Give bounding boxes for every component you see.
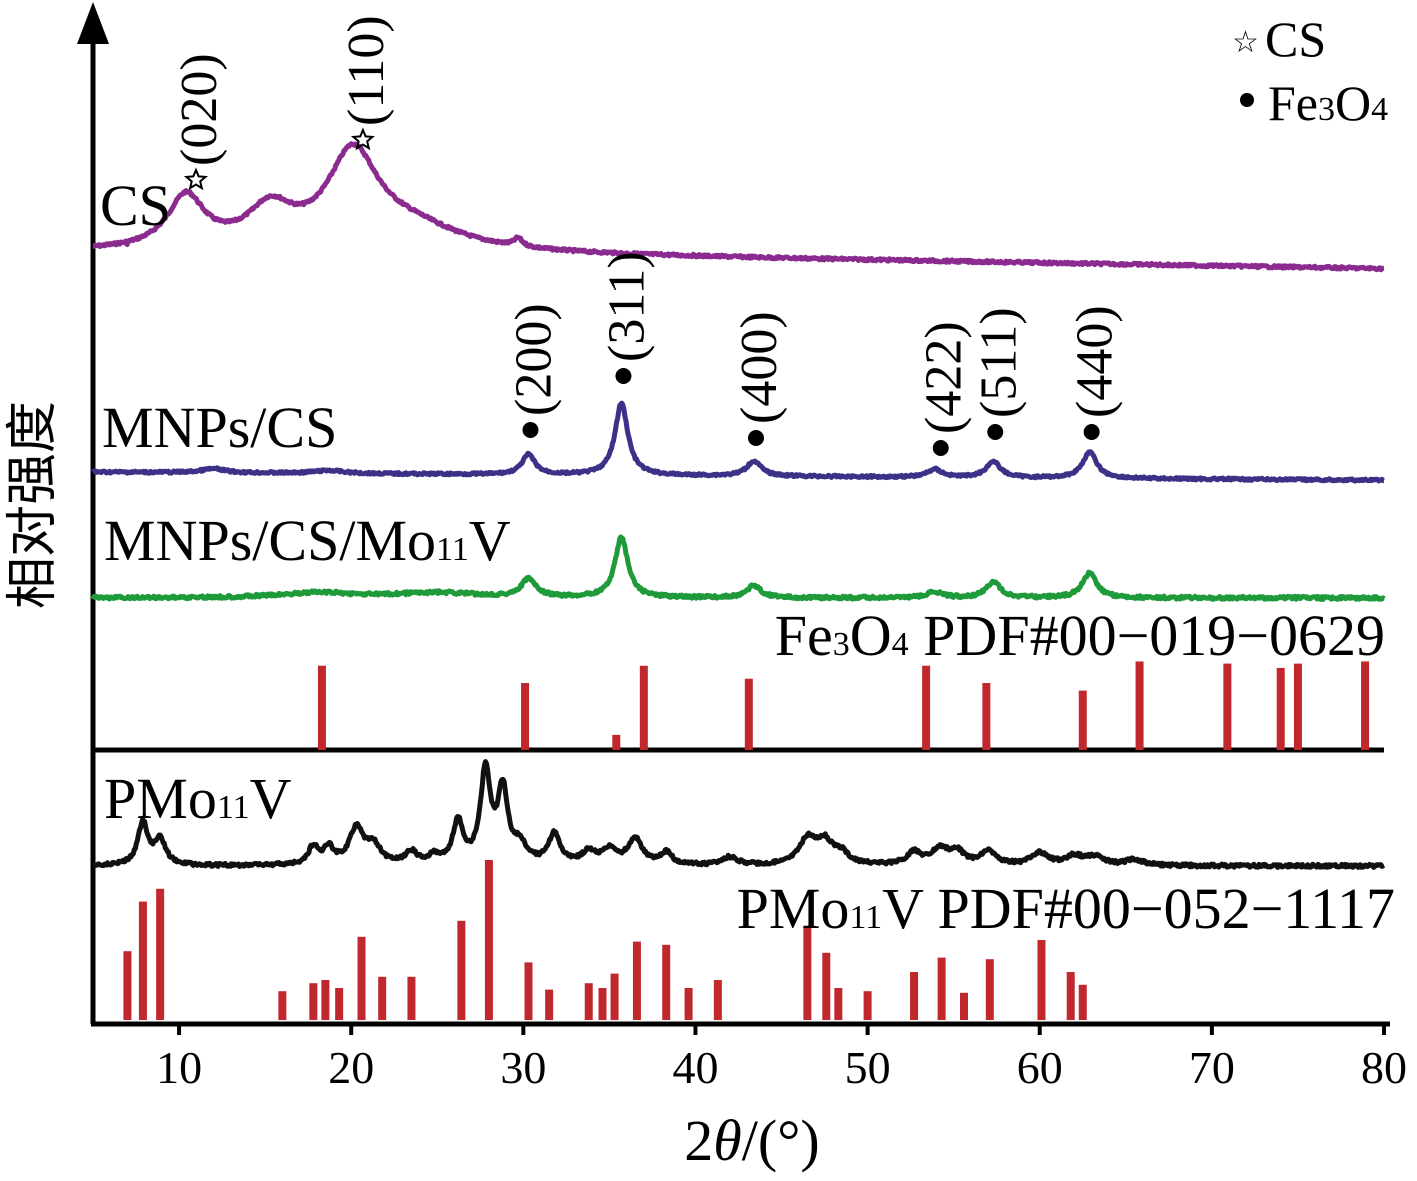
reference-stick: [1293, 663, 1302, 750]
reference-stick: [834, 988, 843, 1020]
peak-hkl-label: (511): [970, 307, 1027, 418]
reference-stick: [1037, 940, 1046, 1020]
reference-stick: [321, 980, 330, 1020]
dot-icon: [932, 440, 949, 456]
reference-stick: [910, 972, 919, 1020]
x-tick-label: 60: [1017, 1042, 1063, 1093]
reference-label-pmo11v: PMo11V PDF#00−052−1117: [737, 876, 1395, 941]
reference-stick: [309, 983, 318, 1020]
dot-icon: [522, 422, 539, 438]
reference-stick: [632, 941, 641, 1020]
star-icon: [183, 167, 209, 191]
reference-stick: [684, 988, 693, 1020]
reference-stick: [1223, 663, 1232, 750]
reference-stick: [1078, 984, 1087, 1020]
reference-stick: [610, 973, 619, 1020]
series-label-mnps-cs-mo11v: MNPs/CS/Mo11V: [104, 508, 511, 573]
series-line-cs: [91, 141, 1386, 273]
reference-stick: [612, 734, 621, 750]
reference-stick: [744, 678, 753, 750]
legend-label-fe3o4: Fe3O4: [1268, 75, 1388, 131]
x-tick-label: 80: [1361, 1042, 1407, 1093]
reference-stick: [662, 944, 671, 1020]
reference-stick: [584, 983, 593, 1020]
reference-stick: [598, 988, 607, 1020]
reference-pmo11v-sticks: [123, 860, 1087, 1020]
reference-stick: [1078, 690, 1087, 750]
reference-stick: [457, 920, 466, 1020]
reference-stick: [1135, 661, 1144, 750]
star-icon: [350, 127, 375, 151]
dot-icon: [1083, 424, 1100, 440]
peak-hkl-label: (311): [598, 251, 655, 362]
peak-hkl-label: (200): [505, 303, 562, 416]
y-axis-label: 相对强度: [5, 401, 62, 609]
x-axis-label: 2θ/(°): [684, 1108, 819, 1173]
reference-fe3o4-sticks: [317, 661, 1370, 750]
peak-annotations: (020) (110) (200) (311) (400) (422)(511) (440): [171, 15, 1124, 456]
series-label-pmo11v: PMo11V: [104, 766, 292, 831]
reference-stick: [357, 936, 366, 1020]
reference-stick: [123, 951, 132, 1020]
reference-stick: [959, 992, 968, 1020]
reference-stick: [317, 665, 326, 750]
reference-stick: [378, 976, 387, 1020]
reference-label-fe3o4: Fe3O4 PDF#00−019−0629: [775, 603, 1385, 668]
reference-stick: [524, 962, 533, 1020]
peak-hkl-label: (020): [171, 53, 228, 166]
reference-stick: [335, 988, 344, 1020]
peak-hkl-label: (440): [1067, 305, 1124, 418]
reference-stick: [803, 925, 812, 1020]
series-label-cs: CS: [100, 173, 171, 238]
x-tick-label: 20: [328, 1042, 374, 1093]
series-line-pmo11v: [91, 759, 1386, 870]
x-tick-label: 40: [672, 1042, 718, 1093]
legend: ☆ CS Fe3O4: [1232, 11, 1388, 131]
reference-stick: [278, 991, 287, 1020]
series-line-mnps-cs-mo11v: [90, 534, 1386, 602]
x-tick-label: 10: [156, 1042, 202, 1093]
peak-hkl-label: (422): [916, 321, 973, 434]
dot-icon: [615, 368, 632, 384]
reference-stick: [545, 989, 554, 1020]
circle-icon: [1240, 93, 1254, 107]
dot-icon: [747, 430, 764, 446]
reference-stick: [937, 957, 946, 1020]
x-tick-label: 50: [845, 1042, 891, 1093]
x-tick-label: 30: [500, 1042, 546, 1093]
reference-stick: [1276, 667, 1285, 750]
reference-stick: [863, 991, 872, 1020]
reference-stick: [521, 683, 530, 750]
reference-stick: [1066, 972, 1075, 1020]
y-axis-arrow: [77, 2, 109, 44]
reference-stick: [982, 683, 991, 750]
reference-stick: [156, 888, 165, 1020]
legend-label-cs: CS: [1265, 11, 1326, 67]
reference-stick: [985, 959, 994, 1020]
peak-hkl-label: (110): [338, 15, 395, 126]
star-icon: ☆: [1232, 26, 1259, 59]
reference-stick: [922, 665, 931, 750]
series-line-mnps-cs: [91, 400, 1386, 484]
reference-stick: [138, 901, 147, 1020]
series-label-mnps-cs: MNPs/CS: [102, 395, 337, 460]
reference-stick: [639, 665, 648, 750]
x-tick-label: 70: [1189, 1042, 1235, 1093]
peak-hkl-label: (400): [731, 311, 788, 424]
reference-stick: [1361, 661, 1370, 750]
reference-stick: [713, 980, 722, 1020]
reference-stick: [822, 952, 831, 1020]
dot-icon: [987, 424, 1004, 440]
reference-stick: [484, 860, 493, 1020]
reference-stick: [407, 976, 416, 1020]
